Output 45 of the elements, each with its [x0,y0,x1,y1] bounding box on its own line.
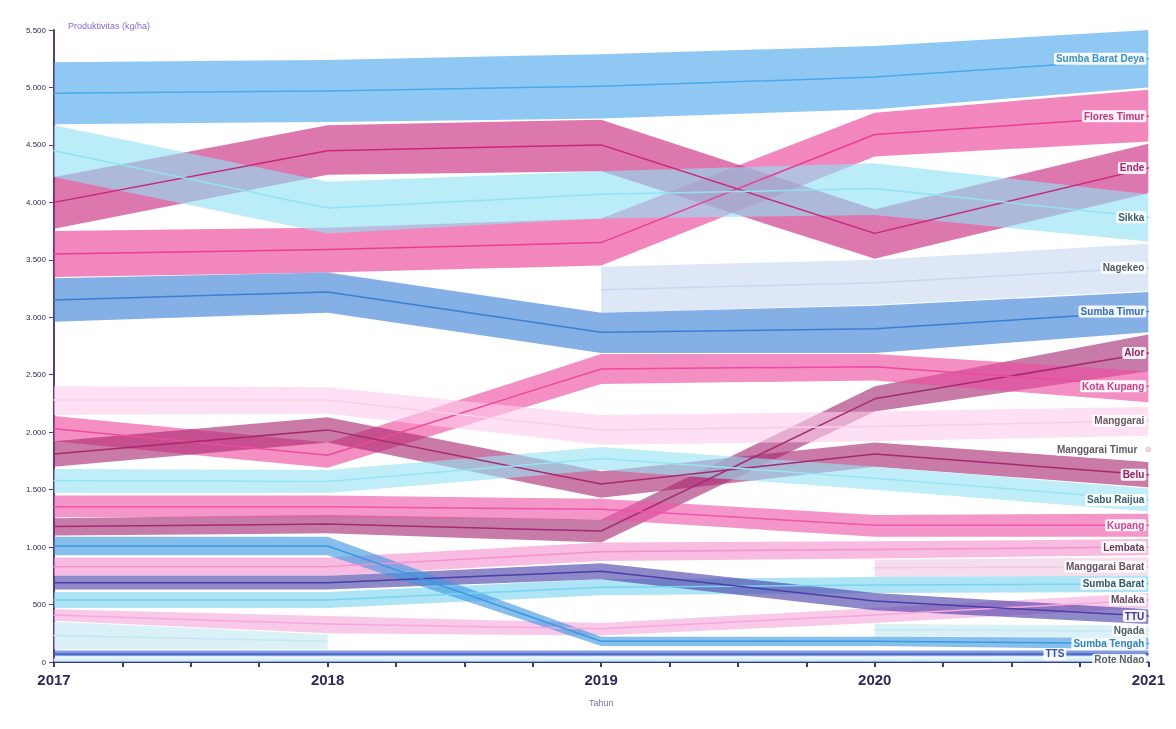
x-tick-label: 2020 [858,671,892,688]
series-label: Ende [1119,162,1145,174]
x-tick-label: 2017 [37,671,71,688]
series-label: Manggarai Timur [1056,443,1138,455]
y-tick-label: 0 [41,657,47,667]
series-label: Sumba Timur [1080,306,1145,318]
line-series [53,291,1150,333]
y-axis-title: Produktivitas (kg/ha) [68,21,151,31]
x-tick-label: 2018 [310,671,345,688]
line-series [53,399,1150,431]
y-tick-label: 5.000 [25,82,47,92]
series-label: Lembata [1103,541,1145,553]
y-tick-label: 2.500 [25,370,47,380]
series-label: Rote Ndao [1094,654,1145,666]
series-label: Sumba Barat [1082,578,1145,590]
series-label: Flores Timur [1083,110,1145,122]
x-axis-title: Tahun [588,697,614,708]
y-tick-label: 1.500 [25,485,47,495]
y-tick-label: 500 [32,600,47,610]
series-label: Sabu Raijua [1087,494,1145,506]
series-label: Ngada [1113,625,1145,637]
series-label: TTU [1124,610,1145,622]
series-label: Sikka [1118,211,1145,223]
y-tick-label: 4.500 [25,140,47,150]
series-label: Nagekeo [1102,262,1145,274]
series-label: Malaka [1110,594,1145,606]
line-series [53,144,1150,235]
line-series [53,365,1150,456]
series-label: Belu [1122,469,1145,481]
series-label: Manggarai [1094,415,1145,427]
x-tick-label: 2021 [1131,671,1165,688]
y-tick-label: 3.000 [25,312,47,322]
series-label: Manggarai Barat [1065,561,1145,573]
series-label: Sumba Tengah [1073,638,1145,650]
series-label: Kupang [1107,519,1145,531]
y-tick-label: 3.500 [25,255,47,265]
series-label: Sumba Barat Deya [1055,53,1145,65]
y-tick-label: 1.000 [25,542,47,552]
y-tick-label: 2.000 [25,427,47,437]
series-label: Kota Kupang [1082,380,1145,392]
series-label: TTS [1045,648,1065,660]
y-tick-label: 5.500 [25,25,47,35]
x-tick-label: 2019 [584,671,618,688]
series-label: Alor [1124,347,1145,359]
y-tick-label: 4.000 [25,197,47,207]
